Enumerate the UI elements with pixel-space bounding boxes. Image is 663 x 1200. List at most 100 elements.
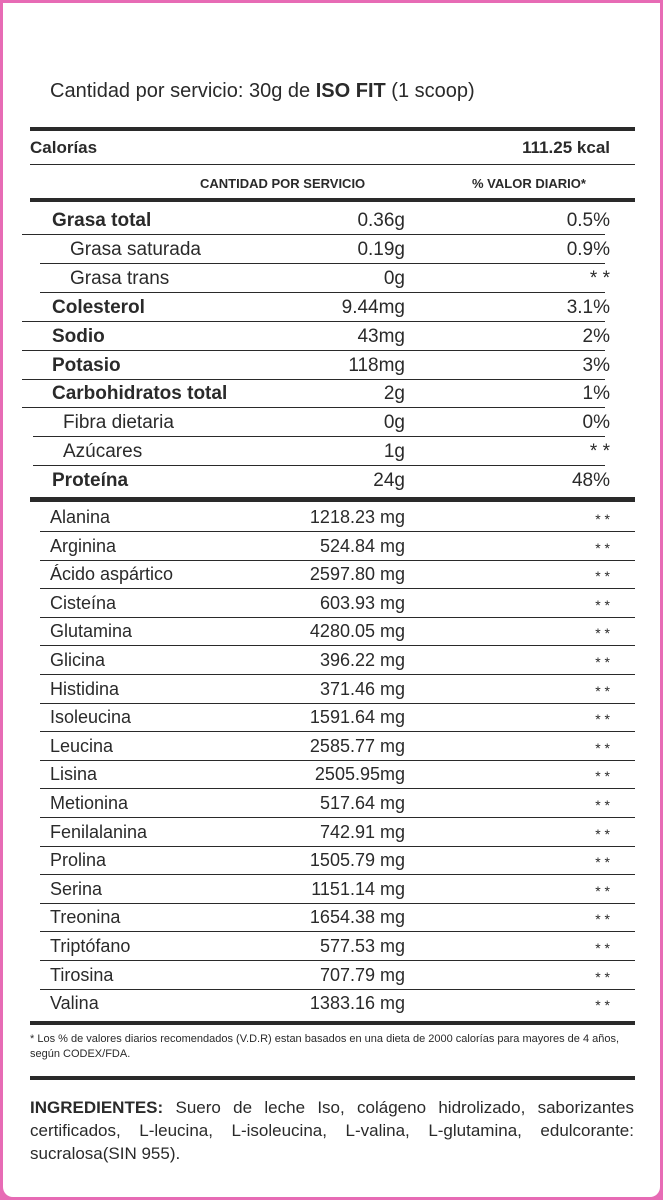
amino-acid-daily-value: * * [595, 511, 610, 527]
nutrient-daily-value: 48% [571, 470, 610, 492]
calories-label: Calorías [30, 138, 98, 157]
amino-acid-daily-value: * * [595, 997, 610, 1014]
row-divider [40, 817, 635, 818]
amino-acid-amount: 1383.16 mg [309, 993, 405, 1014]
divider-thick [30, 1021, 635, 1025]
nutrient-name: Sodio [52, 325, 105, 347]
divider-thick [30, 1076, 635, 1080]
amino-acid-daily-value: * * [595, 539, 610, 556]
amino-acid-row: Leucina 2585.77 mg * * [30, 732, 635, 760]
calories-value: 111.25 kcal [522, 138, 610, 157]
amino-acid-name: Glutamina [50, 621, 133, 642]
nutrient-row: Grasa saturada 0.19g 0.9% [30, 235, 635, 263]
nutrient-amount: 0g [383, 267, 405, 289]
amino-acid-daily-value: * * [595, 968, 610, 985]
amino-acid-name: Metionina [50, 793, 129, 813]
calories-row: Calorías 111.25 kcal [30, 135, 635, 163]
amino-acid-daily-value: * * [595, 654, 610, 670]
nutrient-name: Carbohidratos total [52, 383, 228, 405]
column-header-amount: CANTIDAD POR SERVICIO [200, 176, 366, 191]
nutrient-name: Grasa total [52, 210, 152, 231]
amino-acid-amount: 524.84 mg [319, 535, 405, 556]
serving-prefix: Cantidad por servicio: 30g de [50, 80, 311, 102]
nutrient-row: Grasa total 0.36g 0.5% [30, 206, 635, 234]
ingredients: INGREDIENTES: Suero de leche Iso, coláge… [30, 1096, 634, 1165]
amino-acid-daily-value: * * [595, 739, 610, 756]
nutrient-daily-value: 3% [582, 354, 610, 376]
amino-acid-row: Metionina 517.64 mg * * [30, 789, 635, 817]
nutrient-row: Carbohidratos total 2g 1% [30, 379, 635, 407]
amino-acid-row: Fenilalanina 742.91 mg * * [30, 818, 635, 846]
serving-suffix: (1 scoop) [391, 80, 475, 102]
nutrient-amount: 2g [383, 383, 405, 405]
row-divider [33, 436, 605, 438]
amino-acid-amount: 371.46 mg [319, 678, 405, 699]
nutrient-row: Colesterol 9.44mg 3.1% [30, 293, 635, 321]
amino-acid-daily-value: * * [595, 625, 610, 642]
divider-thick [30, 497, 635, 502]
amino-acid-amount: 707.79 mg [319, 964, 405, 985]
row-divider [40, 988, 635, 990]
serving-size: Cantidad por servicio: 30g de ISO FIT (1… [50, 80, 475, 103]
nutrient-daily-value: * * [589, 267, 610, 289]
amino-acid-name: Glicina [50, 650, 106, 670]
amino-acid-daily-value: * * [595, 940, 610, 956]
row-divider [22, 378, 605, 380]
amino-acid-row: Alanina 1218.23 mg * * [30, 503, 635, 531]
row-divider [40, 616, 635, 618]
row-divider [40, 731, 635, 733]
amino-acid-row: Glicina 396.22 mg * * [30, 646, 635, 674]
row-divider [40, 788, 635, 790]
amino-acid-name: Fenilalanina [50, 821, 148, 842]
ingredients-label: INGREDIENTES: [30, 1098, 164, 1117]
amino-acid-amount: 517.64 mg [319, 793, 405, 813]
row-divider [40, 702, 635, 704]
amino-acid-row: Prolina 1505.79 mg * * [30, 846, 635, 874]
amino-acid-name: Histidina [50, 678, 120, 699]
amino-acid-amount: 2585.77 mg [309, 735, 405, 756]
amino-acid-daily-value: * * [595, 711, 610, 728]
nutrient-daily-value: 0.5% [566, 210, 610, 231]
row-divider [22, 320, 605, 322]
amino-acid-amount: 1151.14 mg [311, 878, 405, 899]
nutrient-row: Proteína 24g 48% [30, 466, 635, 494]
amino-acid-row: Valina 1383.16 mg * * [30, 989, 635, 1017]
nutrient-name: Colesterol [52, 296, 145, 318]
nutrient-name: Azúcares [63, 441, 143, 463]
row-divider [40, 645, 635, 647]
row-divider [40, 291, 605, 293]
amino-acid-row: Arginina 524.84 mg * * [30, 532, 635, 560]
nutrient-amount: 9.44mg [341, 296, 405, 318]
amino-acid-row: Cisteína 603.93 mg * * [30, 589, 635, 617]
row-divider [40, 588, 635, 590]
amino-acid-amount: 603.93 mg [319, 592, 405, 613]
amino-acid-name: Ácido aspártico [50, 564, 174, 585]
nutrient-name: Fibra dietaria [63, 412, 174, 434]
row-divider [40, 759, 635, 761]
footnote: * Los % de valores diarios recomendados … [30, 1033, 620, 1060]
amino-acid-name: Tirosina [50, 964, 114, 985]
row-divider [22, 234, 605, 235]
amino-acid-amount: 396.22 mg [319, 650, 405, 670]
nutrient-amount: 0.19g [357, 238, 405, 260]
row-divider [40, 262, 605, 264]
nutrient-name: Grasa trans [70, 267, 170, 289]
nutrient-amount: 118mg [348, 354, 405, 376]
amino-acid-amount: 1591.64 mg [309, 707, 405, 728]
row-divider [40, 845, 635, 847]
amino-acid-amount: 2597.80 mg [309, 564, 405, 585]
nutrient-amount: 0.36g [357, 210, 405, 231]
amino-acid-name: Arginina [50, 535, 117, 556]
amino-acid-amount: 1218.23 mg [309, 507, 405, 527]
amino-acid-name: Prolina [50, 850, 107, 871]
amino-acid-daily-value: * * [595, 596, 610, 613]
nutrient-daily-value: 0.9% [566, 238, 610, 260]
amino-acid-daily-value: * * [595, 911, 610, 928]
amino-acid-daily-value: * * [595, 882, 610, 899]
amino-acid-name: Lisina [50, 764, 98, 785]
nutrient-daily-value: 0% [582, 412, 610, 434]
amino-acid-name: Leucina [50, 735, 114, 756]
amino-acid-name: Treonina [50, 907, 121, 928]
nutrient-amount: 0g [383, 412, 405, 434]
amino-acid-daily-value: * * [595, 797, 610, 813]
